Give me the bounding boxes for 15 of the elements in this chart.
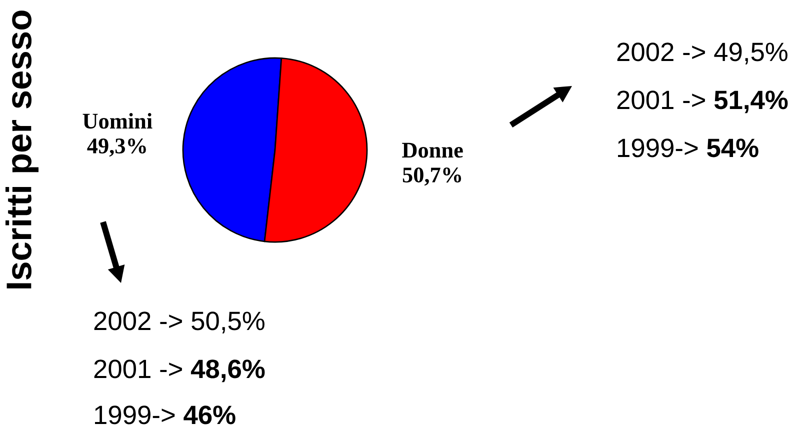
text: 1999-> — [95, 406, 175, 424]
text: 2002 -> 50,5% — [94, 312, 264, 334]
text: Iscritti per sesso — [5, 10, 39, 288]
data-label: 49,3% — [87, 138, 146, 157]
text: 2001 -> — [94, 360, 182, 378]
text: 46% — [184, 406, 236, 424]
text: 51,4% — [714, 90, 788, 114]
slice-label: Uomini — [82, 113, 152, 129]
data-label: 50,7% — [402, 167, 462, 186]
text: 54% — [707, 138, 758, 158]
slice-label: Donne — [402, 142, 463, 158]
text: 1999-> — [618, 138, 698, 158]
text: 2002 -> 49,5% — [617, 42, 788, 64]
text: 2001 -> — [617, 90, 705, 110]
text: 48,6% — [190, 360, 265, 382]
